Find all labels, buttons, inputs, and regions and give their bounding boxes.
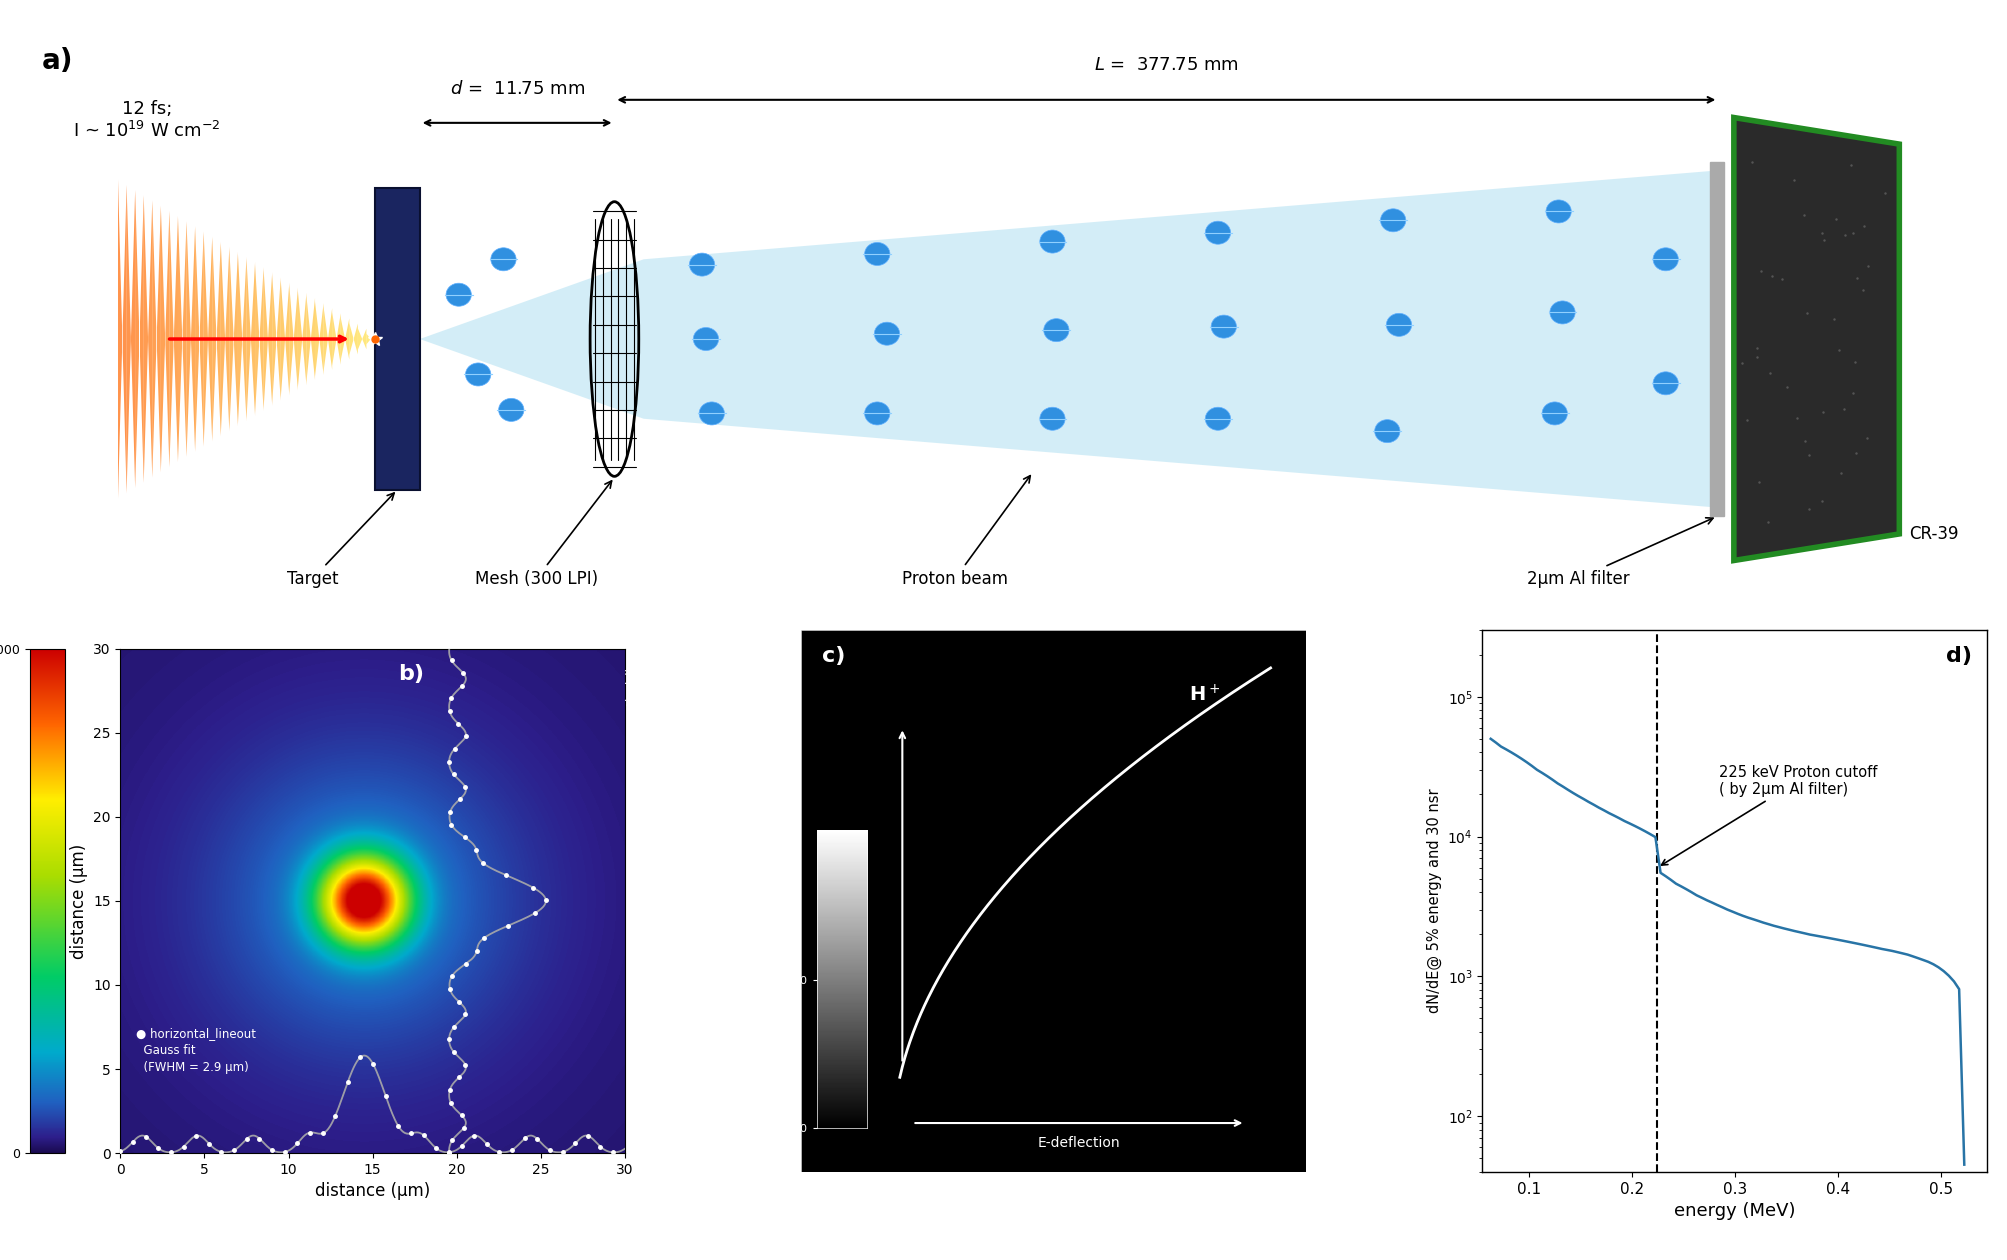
Circle shape <box>492 248 516 271</box>
Bar <box>1710 161 1724 517</box>
Polygon shape <box>349 323 357 355</box>
Polygon shape <box>118 179 126 499</box>
Text: Proton beam: Proton beam <box>901 476 1030 587</box>
Circle shape <box>698 402 725 425</box>
Polygon shape <box>145 195 153 483</box>
Polygon shape <box>323 307 333 370</box>
Y-axis label: dN/dE@ 5% energy and 30 nsr: dN/dE@ 5% energy and 30 nsr <box>1427 789 1441 1013</box>
Polygon shape <box>357 329 367 349</box>
Circle shape <box>446 284 472 306</box>
Circle shape <box>1206 407 1230 430</box>
Polygon shape <box>281 281 289 397</box>
Text: Target: Target <box>287 493 393 587</box>
Polygon shape <box>126 185 134 493</box>
Polygon shape <box>203 233 213 445</box>
Text: c): c) <box>821 646 845 667</box>
Polygon shape <box>263 270 273 408</box>
Circle shape <box>1040 231 1066 253</box>
Circle shape <box>1654 372 1678 394</box>
Circle shape <box>1654 248 1678 271</box>
Circle shape <box>875 323 899 345</box>
Text: $L$ =  377.75 mm: $L$ = 377.75 mm <box>1094 55 1238 73</box>
Text: B-deflection: B-deflection <box>855 859 869 942</box>
Polygon shape <box>229 248 239 430</box>
Circle shape <box>466 363 492 386</box>
Polygon shape <box>134 190 145 488</box>
Text: d): d) <box>1947 646 1971 667</box>
Circle shape <box>692 328 719 350</box>
Polygon shape <box>213 238 221 440</box>
Polygon shape <box>1734 117 1899 561</box>
Polygon shape <box>315 302 323 377</box>
Polygon shape <box>375 189 419 490</box>
Polygon shape <box>247 260 255 418</box>
Text: vertical_lineout
Gauss fit
(FWHM = 3.5 μm): vertical_lineout Gauss fit (FWHM = 3.5 μ… <box>624 620 672 724</box>
Polygon shape <box>419 170 1714 508</box>
Circle shape <box>1549 301 1575 324</box>
Circle shape <box>1545 200 1571 223</box>
Polygon shape <box>195 227 203 451</box>
Text: CR-39: CR-39 <box>1909 524 1959 543</box>
Circle shape <box>1387 314 1411 336</box>
Circle shape <box>688 253 714 276</box>
Text: b): b) <box>397 664 423 684</box>
Polygon shape <box>169 212 179 466</box>
Polygon shape <box>333 312 341 365</box>
Polygon shape <box>239 255 247 425</box>
Polygon shape <box>161 207 169 472</box>
Polygon shape <box>273 275 281 403</box>
Text: $d$ =  11.75 mm: $d$ = 11.75 mm <box>450 81 584 98</box>
Text: 225 keV Proton cutoff
( by 2μm Al filter): 225 keV Proton cutoff ( by 2μm Al filter… <box>1662 765 1879 866</box>
Polygon shape <box>367 334 375 344</box>
Y-axis label: distance (μm): distance (μm) <box>70 843 88 959</box>
Text: Mesh (300 LPI): Mesh (300 LPI) <box>476 481 612 587</box>
Circle shape <box>1206 222 1230 244</box>
Polygon shape <box>297 291 307 387</box>
Text: 2μm Al filter: 2μm Al filter <box>1527 518 1714 587</box>
Circle shape <box>865 402 889 425</box>
Circle shape <box>1210 315 1236 338</box>
Text: a): a) <box>42 47 74 74</box>
Circle shape <box>1044 319 1070 341</box>
Polygon shape <box>179 217 187 461</box>
Text: ● horizontal_lineout
  Gauss fit
  (FWHM = 2.9 μm): ● horizontal_lineout Gauss fit (FWHM = 2… <box>136 1027 255 1074</box>
X-axis label: distance (μm): distance (μm) <box>315 1182 429 1201</box>
Polygon shape <box>341 318 349 360</box>
Text: E-deflection: E-deflection <box>1038 1137 1120 1150</box>
Circle shape <box>1375 420 1401 442</box>
Circle shape <box>1040 407 1066 430</box>
Polygon shape <box>221 243 229 435</box>
Text: H$^+$: H$^+$ <box>1190 684 1220 706</box>
Circle shape <box>1541 402 1567 425</box>
Polygon shape <box>187 222 195 456</box>
Circle shape <box>865 242 889 266</box>
Polygon shape <box>289 286 297 392</box>
Circle shape <box>1381 209 1405 232</box>
Circle shape <box>498 398 524 421</box>
Polygon shape <box>153 200 161 478</box>
Polygon shape <box>255 265 263 413</box>
X-axis label: energy (MeV): energy (MeV) <box>1674 1202 1796 1220</box>
Text: 12 fs;
I ~ 10$^{19}$ W cm$^{-2}$: 12 fs; I ~ 10$^{19}$ W cm$^{-2}$ <box>74 100 221 141</box>
Polygon shape <box>307 296 315 382</box>
